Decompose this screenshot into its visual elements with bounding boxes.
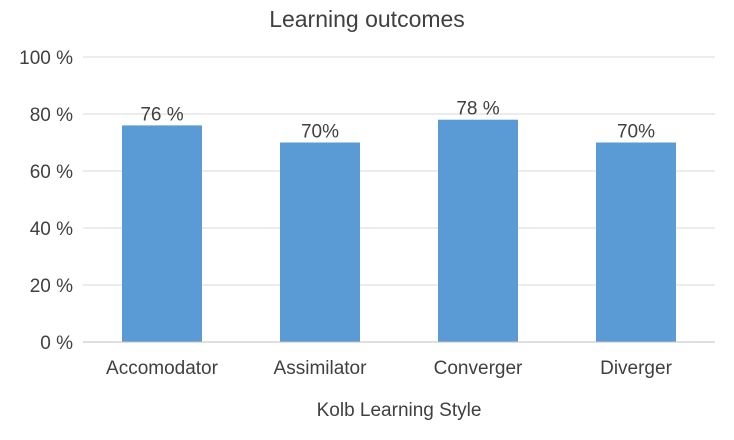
bars bbox=[122, 119, 676, 343]
chart-title: Learning outcomes bbox=[269, 6, 465, 32]
y-axis-ticks: 0 % 20 % 40 % 60 % 80 % 100 % bbox=[19, 48, 73, 354]
x-tick-label: Converger bbox=[434, 358, 523, 379]
x-axis-title: Kolb Learning Style bbox=[317, 400, 482, 421]
y-tick-label: 40 % bbox=[30, 219, 73, 240]
bar bbox=[280, 142, 360, 342]
y-tick-label: 80 % bbox=[30, 105, 73, 126]
bar bbox=[122, 125, 202, 343]
y-tick-label: 20 % bbox=[30, 276, 73, 297]
y-tick-label: 100 % bbox=[19, 48, 73, 69]
x-tick-label: Diverger bbox=[600, 358, 672, 379]
data-label: 76 % bbox=[140, 104, 183, 125]
y-tick-label: 60 % bbox=[30, 162, 73, 183]
x-tick-label: Assimilator bbox=[274, 358, 368, 379]
data-label: 78 % bbox=[456, 99, 499, 120]
y-tick-label: 0 % bbox=[40, 333, 73, 354]
data-label: 70% bbox=[617, 122, 655, 143]
data-label: 70% bbox=[301, 122, 339, 143]
bar bbox=[438, 119, 518, 342]
bar bbox=[596, 142, 676, 342]
x-tick-label: Accomodator bbox=[106, 358, 219, 379]
data-labels: 76 % 70% 78 % 70% bbox=[140, 99, 655, 143]
x-axis-ticks: Accomodator Assimilator Converger Diverger bbox=[106, 358, 673, 379]
